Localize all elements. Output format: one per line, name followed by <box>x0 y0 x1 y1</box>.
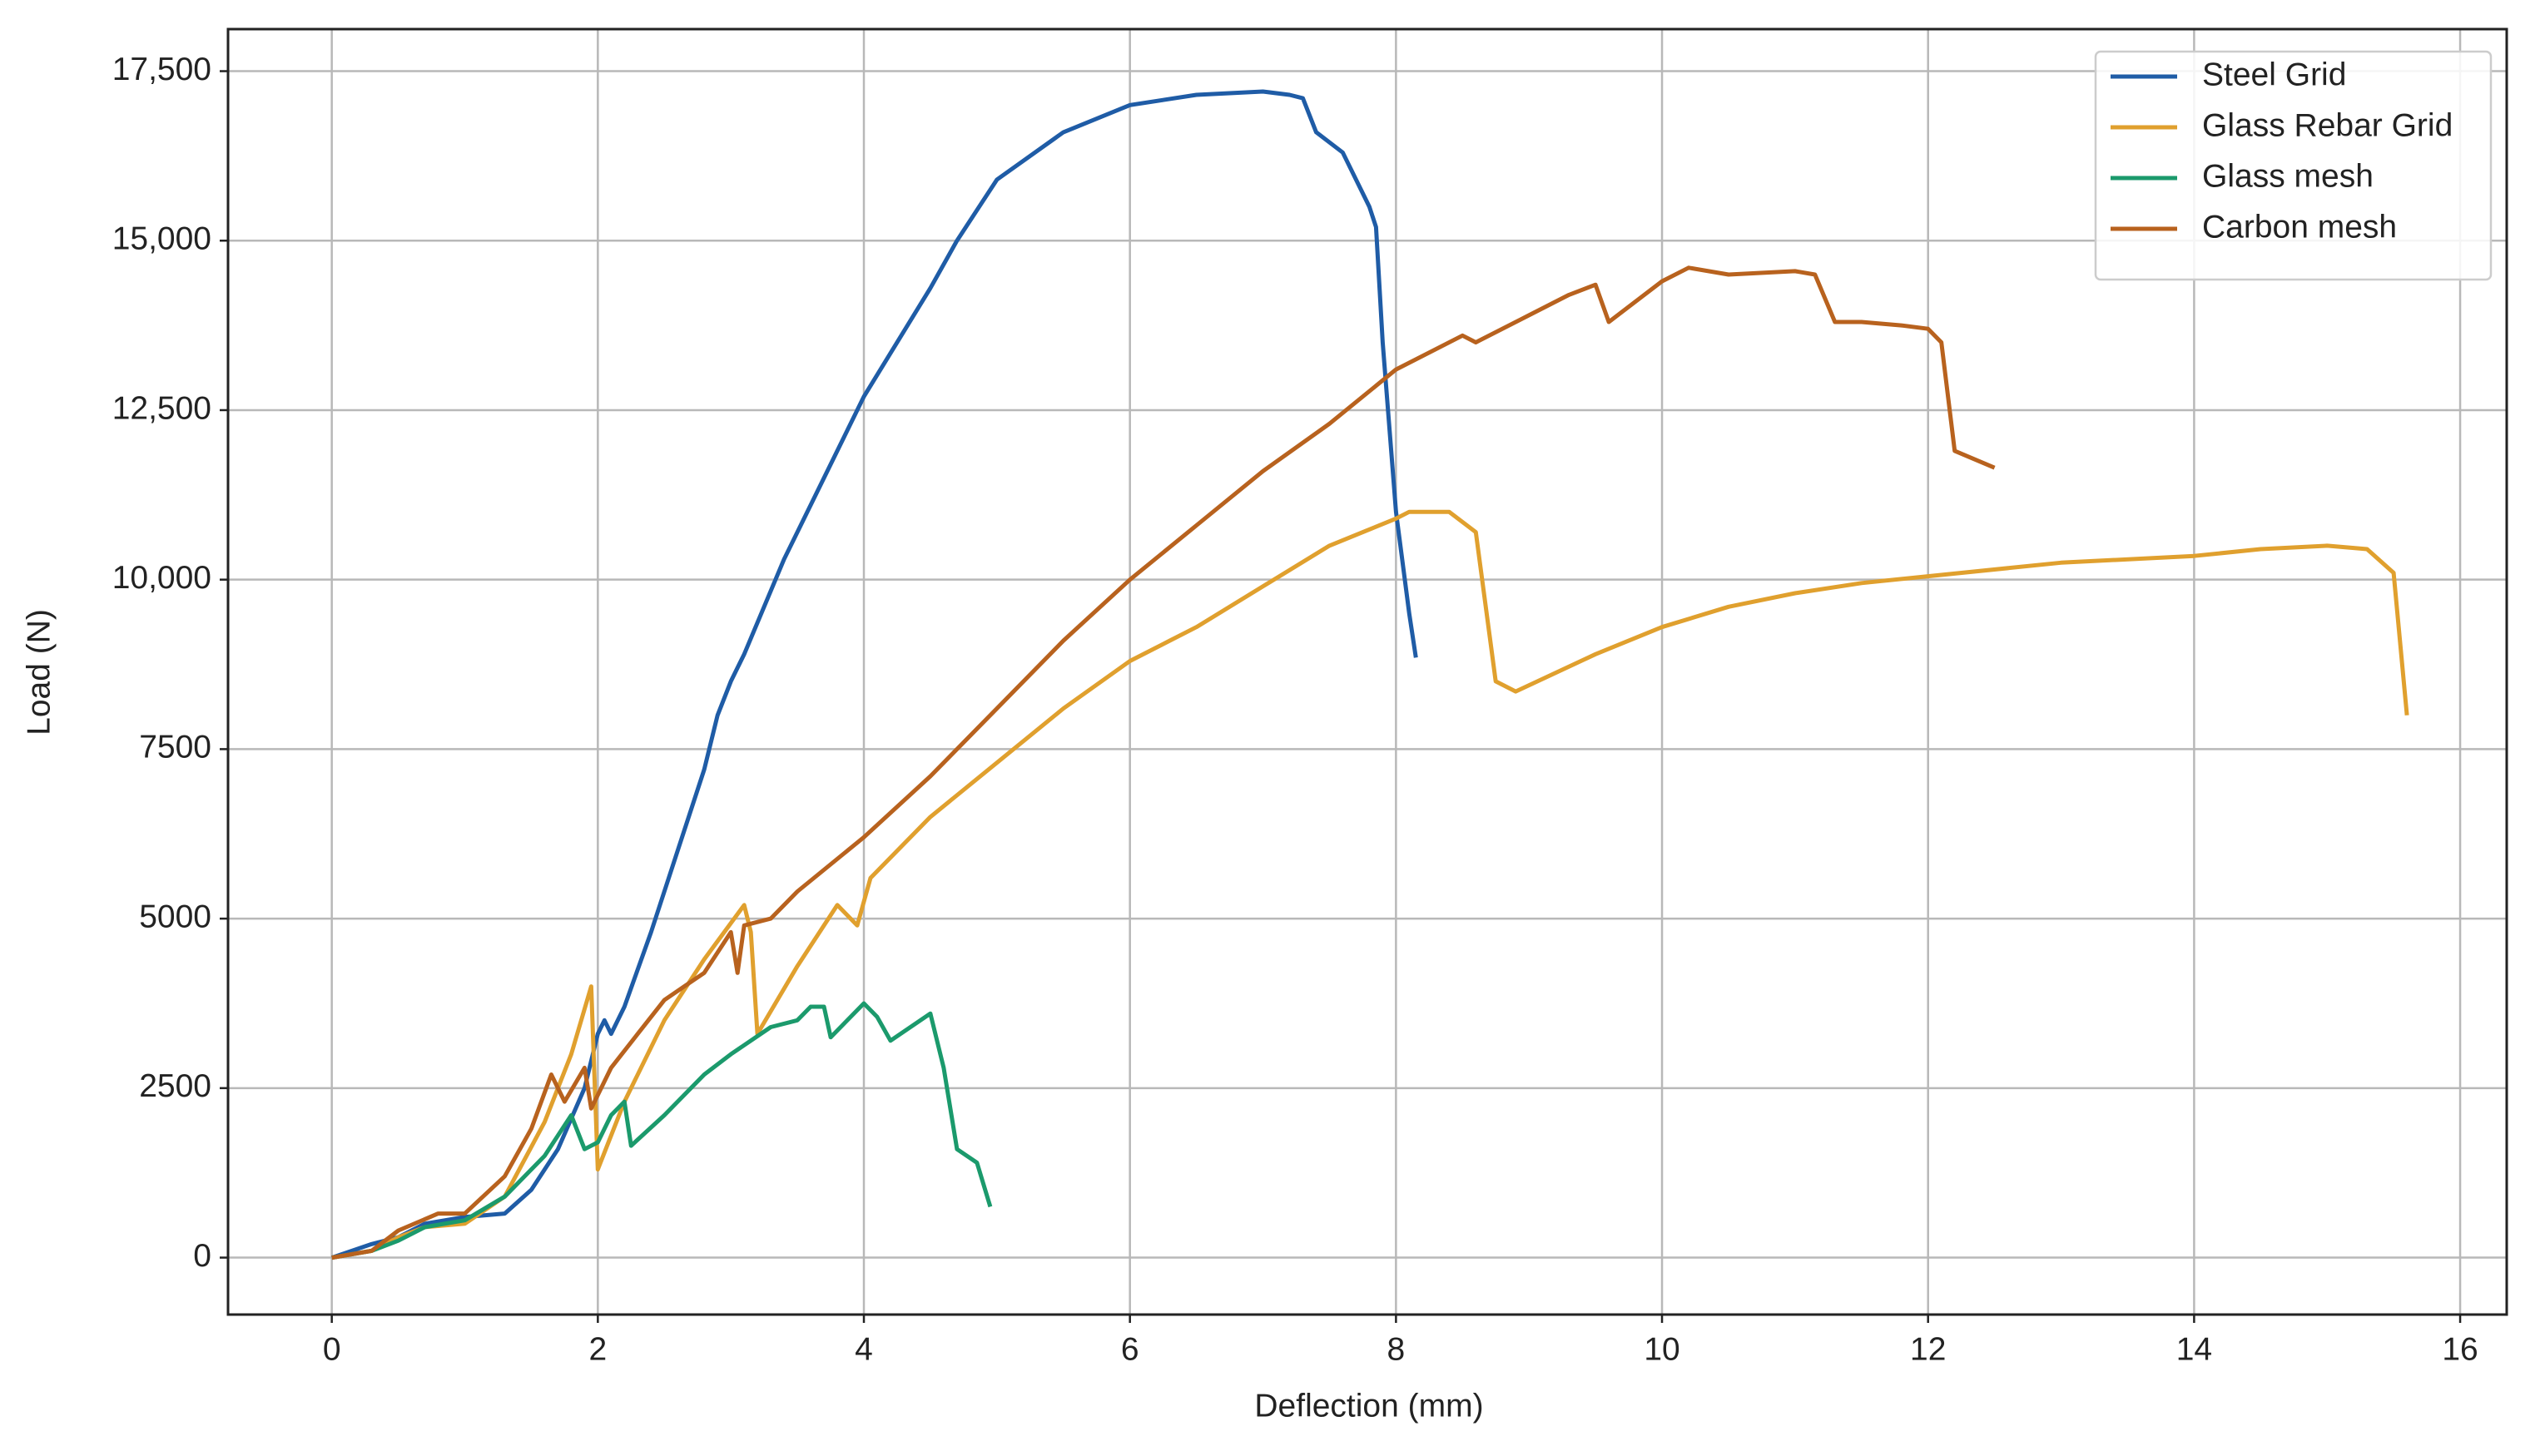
series-line <box>331 509 2409 1260</box>
x-tick-label: 16 <box>2442 1331 2478 1367</box>
legend: Steel Grid Glass Rebar Grid Glass mesh Carb… <box>2094 50 2493 281</box>
series-line <box>330 89 1418 1260</box>
y-tick-label: 2500 <box>139 1068 211 1104</box>
legend-label: Carbon mesh <box>2202 209 2397 245</box>
x-tick-label: 4 <box>855 1331 873 1367</box>
x-axis-label: Deflection (mm) <box>1254 1388 1483 1424</box>
y-tick-label: 17,500 <box>112 52 211 87</box>
y-tick-label: 5000 <box>139 899 211 934</box>
x-tick-label: 0 <box>323 1331 341 1367</box>
y-tick-label: 10,000 <box>112 560 211 596</box>
x-tick-label: 8 <box>1387 1331 1406 1367</box>
x-tick-label: 12 <box>1910 1331 1946 1367</box>
y-tick-label: 12,500 <box>112 390 211 426</box>
y-axis-label: Load (N) <box>21 609 57 735</box>
y-tick-label: 15,000 <box>112 221 211 257</box>
plot-frame <box>226 27 2508 1316</box>
legend-label: Steel Grid <box>2202 57 2346 92</box>
legend-label: Glass mesh <box>2202 158 2374 194</box>
x-tick-label: 10 <box>1644 1331 1679 1367</box>
x-tick-label: 6 <box>1121 1331 1139 1367</box>
legend-label: Glass Rebar Grid <box>2202 107 2453 143</box>
x-tick-label: 2 <box>588 1331 607 1367</box>
series-line <box>331 265 1996 1260</box>
series-line <box>331 1001 993 1260</box>
legend-box <box>2094 50 2493 281</box>
y-tick-label: 0 <box>193 1238 211 1274</box>
y-tick-label: 7500 <box>139 730 211 765</box>
x-tick-label: 14 <box>2176 1331 2212 1367</box>
